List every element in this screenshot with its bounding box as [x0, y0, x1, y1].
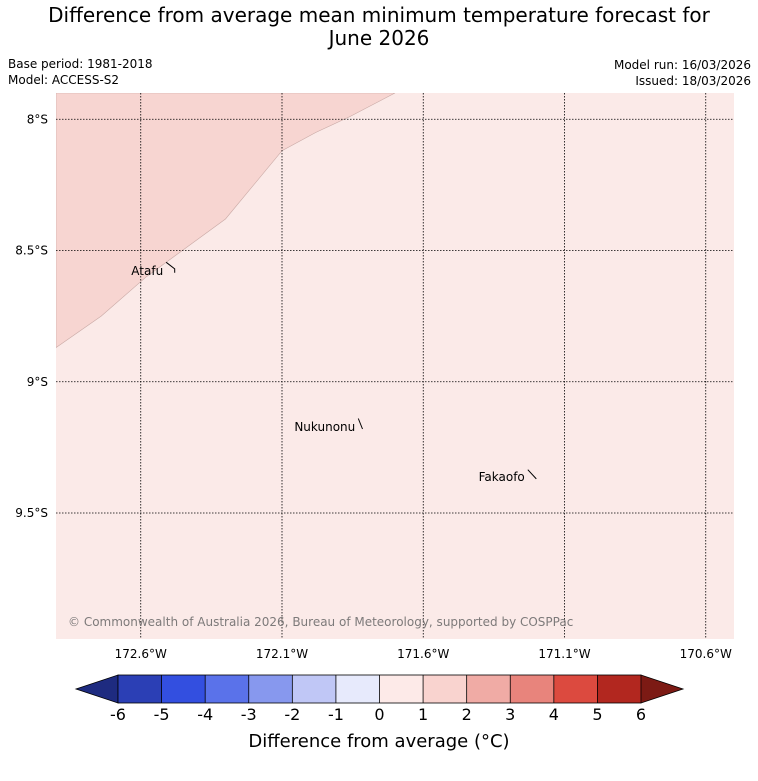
atoll-coastline: [527, 469, 537, 480]
lat-tick-label: 8.5°S: [15, 244, 48, 258]
colorbar-swatch: [510, 675, 555, 703]
lon-tick-label: 170.6°W: [680, 647, 732, 661]
copyright-text: © Commonwealth of Australia 2026, Bureau…: [68, 615, 573, 629]
lat-tick-label: 8°S: [27, 112, 48, 126]
map-title: Difference from average mean minimum tem…: [0, 4, 758, 50]
colorbar-tick-label: 0: [374, 705, 384, 724]
lon-tick-label: 172.6°W: [115, 647, 167, 661]
issued-text: Issued: 18/03/2026: [635, 74, 751, 88]
colorbar-swatch: [335, 675, 380, 703]
lon-tick-label: 172.1°W: [256, 647, 308, 661]
colorbar-swatch: [423, 675, 468, 703]
atoll-coastline: [165, 261, 176, 273]
place-label: Atafu: [131, 264, 163, 278]
meta-left: Base period: 1981-2018 Model: ACCESS-S2: [8, 56, 153, 88]
colorbar-label: Difference from average (°C): [248, 731, 510, 752]
colorbar-tick-label: -5: [154, 705, 170, 724]
colorbar-tick-label: 6: [636, 705, 646, 724]
map-title-line2: June 2026: [328, 26, 430, 50]
colorbar-under-extension: [74, 674, 119, 704]
colorbar-swatch: [379, 675, 424, 703]
colorbar-tick-label: -4: [197, 705, 213, 724]
atoll-coastline: [357, 418, 363, 430]
model-text: Model: ACCESS-S2: [8, 73, 120, 87]
lat-tick-label: 9.5°S: [15, 506, 48, 520]
colorbar-swatch: [553, 675, 598, 703]
colorbar-swatch: [466, 675, 511, 703]
colorbar-tick-label: 2: [462, 705, 472, 724]
colorbar-tick-label: 3: [505, 705, 515, 724]
lon-tick-label: 171.1°W: [538, 647, 590, 661]
colorbar-swatch: [118, 675, 163, 703]
lon-tick-label: 171.6°W: [397, 647, 449, 661]
colorbar-tick-label: -2: [284, 705, 300, 724]
colorbar-tick-label: -1: [328, 705, 344, 724]
colorbar-tick-label: 5: [592, 705, 602, 724]
colorbar-swatch: [161, 675, 206, 703]
colorbar-swatch: [205, 675, 250, 703]
map-title-line1: Difference from average mean minimum tem…: [48, 3, 710, 27]
colorbar-swatch: [248, 675, 293, 703]
colorbar-tick-label: 1: [418, 705, 428, 724]
colorbar-swatch: [292, 675, 337, 703]
colorbar-tick-label: -3: [241, 705, 257, 724]
colorbar-swatch: [597, 675, 642, 703]
colorbar-tick-label: -6: [110, 705, 126, 724]
colorbar-over-extension: [640, 674, 685, 704]
colorbar-outline: [117, 674, 642, 704]
place-label: Fakaofo: [479, 470, 525, 484]
lat-tick-label: 9°S: [27, 375, 48, 389]
model-run-text: Model run: 16/03/2026: [613, 58, 751, 72]
meta-right: Model run: 16/03/2026 Issued: 18/03/2026: [614, 57, 751, 89]
place-label: Nukunonu: [294, 420, 355, 434]
base-period-text: Base period: 1981-2018: [8, 57, 153, 71]
colorbar-tick-label: 4: [549, 705, 559, 724]
